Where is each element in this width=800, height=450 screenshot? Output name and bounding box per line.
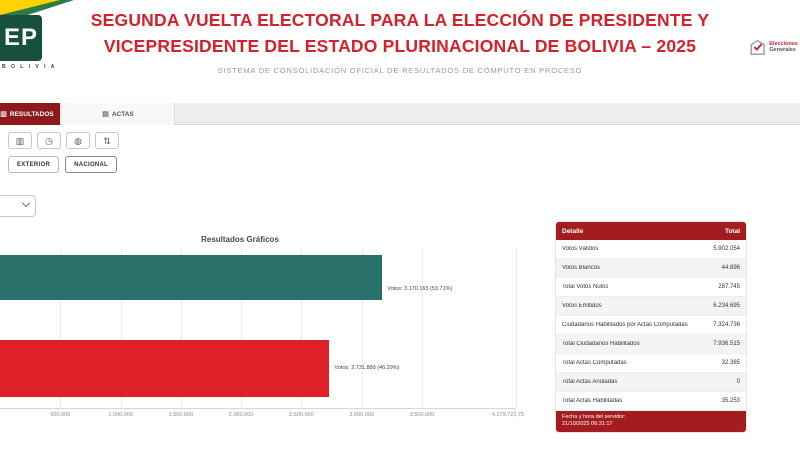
- x-tick-label: 3.000.000: [349, 412, 374, 418]
- row-value: 6.234.695: [713, 303, 740, 309]
- row-value: 32.385: [721, 360, 740, 366]
- x-tick-label: 1.000.000: [108, 412, 133, 418]
- globe-icon-button[interactable]: ◍: [66, 132, 90, 149]
- table-row: Votos Blancos 44.896: [556, 259, 746, 278]
- tab-actas-label: ACTAS: [111, 110, 134, 118]
- gridline: [60, 248, 62, 408]
- corner-decoration-yellow: [0, 0, 60, 15]
- x-tick-label: 1.500.000: [168, 412, 194, 418]
- page-title-line1: SEGUNDA VUELTA ELECTORAL PARA LA ELECCIÓ…: [90, 10, 710, 30]
- row-label: Votos Blancos: [562, 265, 601, 271]
- bar-candidate-1: [0, 255, 383, 300]
- row-value: 35.253: [721, 398, 740, 404]
- bar-candidate-1-label: Votos: 3.170.165 (53.71%): [387, 286, 453, 292]
- row-label: Ciudadanos Habilitados por Actas Computa…: [562, 322, 688, 328]
- table-row: Votos Válidos 5.902.054: [556, 240, 746, 259]
- exterior-button[interactable]: EXTERIOR: [8, 156, 60, 173]
- bar-chart-icon-button[interactable]: ▥: [8, 132, 32, 149]
- clock-icon-button[interactable]: ◷: [37, 132, 61, 149]
- x-axis-max-label: 4.279.722,75: [491, 412, 525, 418]
- table-row: Total Actas Computadas 32.385: [556, 354, 746, 373]
- row-value: 5.902.054: [713, 246, 740, 252]
- table-row: Ciudadanos Habilitados por Actas Computa…: [556, 316, 746, 335]
- table-header-detalle: Detalle: [562, 227, 584, 235]
- x-tick-label: 2.000.000: [228, 412, 254, 418]
- gridline: [361, 248, 363, 408]
- oep-logo: EP: [0, 15, 42, 61]
- row-label: Total Ciudadanos Habilitados: [562, 341, 640, 347]
- row-label: Total Actas Anuladas: [562, 379, 618, 385]
- x-tick-label: 500.000: [50, 412, 71, 418]
- ballot-check-icon: [750, 39, 765, 55]
- detail-table: Detalle Total Votos Válidos 5.902.054 Voto…: [556, 222, 746, 432]
- row-value: 0: [736, 379, 740, 385]
- row-label: Total Actas Computadas: [562, 360, 627, 366]
- x-axis: [0, 408, 516, 409]
- server-time-label: Fecha y hora del servidor:: [562, 414, 626, 420]
- elecciones-logo-text: Elecciones Generales: [769, 40, 798, 54]
- gridline: [516, 248, 517, 408]
- elecciones-generales-logo: Elecciones Generales: [748, 22, 798, 72]
- nacional-button[interactable]: NACIONAL: [65, 156, 118, 173]
- chevron-down-icon: [21, 198, 31, 208]
- page-title-line2: VICEPRESIDENTE DEL ESTADO PLURINACIONAL …: [103, 36, 697, 56]
- tab-actas[interactable]: ▤ ACTAS: [62, 103, 175, 125]
- table-row: Total Ciudadanos Habilitados 7.936.515: [556, 335, 746, 354]
- region-select[interactable]: [0, 195, 36, 217]
- table-row: Total Votos Nulos 287.745: [556, 278, 746, 297]
- table-row: Votos Emitidos 6.234.695: [556, 297, 746, 316]
- chart-toolbar: ▥ ◷ ◍ ⇅: [8, 132, 119, 149]
- row-value: 7.324.736: [713, 322, 740, 328]
- scope-filters: EXTERIOR NACIONAL: [8, 156, 118, 173]
- table-footer: Fecha y hora del servidor: 21/10/2025 06…: [556, 411, 746, 432]
- results-bar-chart: Votos: 3.170.165 (53.71%) Votos: 2.731.8…: [0, 248, 524, 428]
- x-tick-label: 2.500.000: [289, 412, 314, 418]
- sort-icon-button[interactable]: ⇅: [95, 132, 119, 149]
- chart-title: Resultados Gráficos: [201, 235, 279, 244]
- row-label: Votos Válidos: [562, 246, 599, 252]
- chart-icon: ▥: [0, 111, 7, 118]
- tab-bar: ▥ RESULTADOS ▤ ACTAS: [0, 103, 800, 125]
- table-body: Votos Válidos 5.902.054 Votos Blancos 44.89…: [556, 240, 746, 411]
- oep-logo-text: EP: [3, 24, 38, 51]
- page-subtitle: SISTEMA DE CONSOLIDACIÓN OFICIAL DE RESU…: [217, 66, 583, 75]
- document-icon: ▤: [102, 111, 109, 118]
- row-value: 7.936.515: [713, 341, 740, 347]
- bar-candidate-2-label: Votos: 2.731.889 (46.29%): [334, 365, 400, 371]
- tab-resultados[interactable]: ▥ RESULTADOS: [0, 103, 60, 125]
- row-label: Votos Emitidos: [562, 303, 602, 309]
- server-time-value: 21/10/2025 06:31:17: [562, 421, 613, 427]
- table-header-total: Total: [724, 227, 740, 235]
- bar-candidate-2: [0, 340, 330, 397]
- x-tick-label: 3.500.000: [409, 412, 435, 418]
- oep-logo-caption: B O L I V I A: [2, 64, 57, 70]
- row-value: 44.896: [721, 265, 740, 271]
- gridline: [120, 248, 122, 408]
- page-title: SEGUNDA VUELTA ELECTORAL PARA LA ELECCIÓ…: [60, 7, 740, 59]
- row-label: Total Votos Nulos: [562, 284, 609, 290]
- table-row: Total Actas Anuladas 0: [556, 373, 746, 392]
- table-header: Detalle Total: [556, 222, 746, 240]
- row-value: 287.745: [718, 284, 740, 290]
- row-label: Total Actas Habilitadas: [562, 398, 623, 404]
- table-row: Total Actas Habilitadas 35.253: [556, 392, 746, 411]
- gridline: [180, 248, 182, 408]
- gridline: [301, 248, 303, 408]
- tab-resultados-label: RESULTADOS: [9, 110, 54, 118]
- gridline: [421, 248, 423, 408]
- gridline: [241, 248, 243, 408]
